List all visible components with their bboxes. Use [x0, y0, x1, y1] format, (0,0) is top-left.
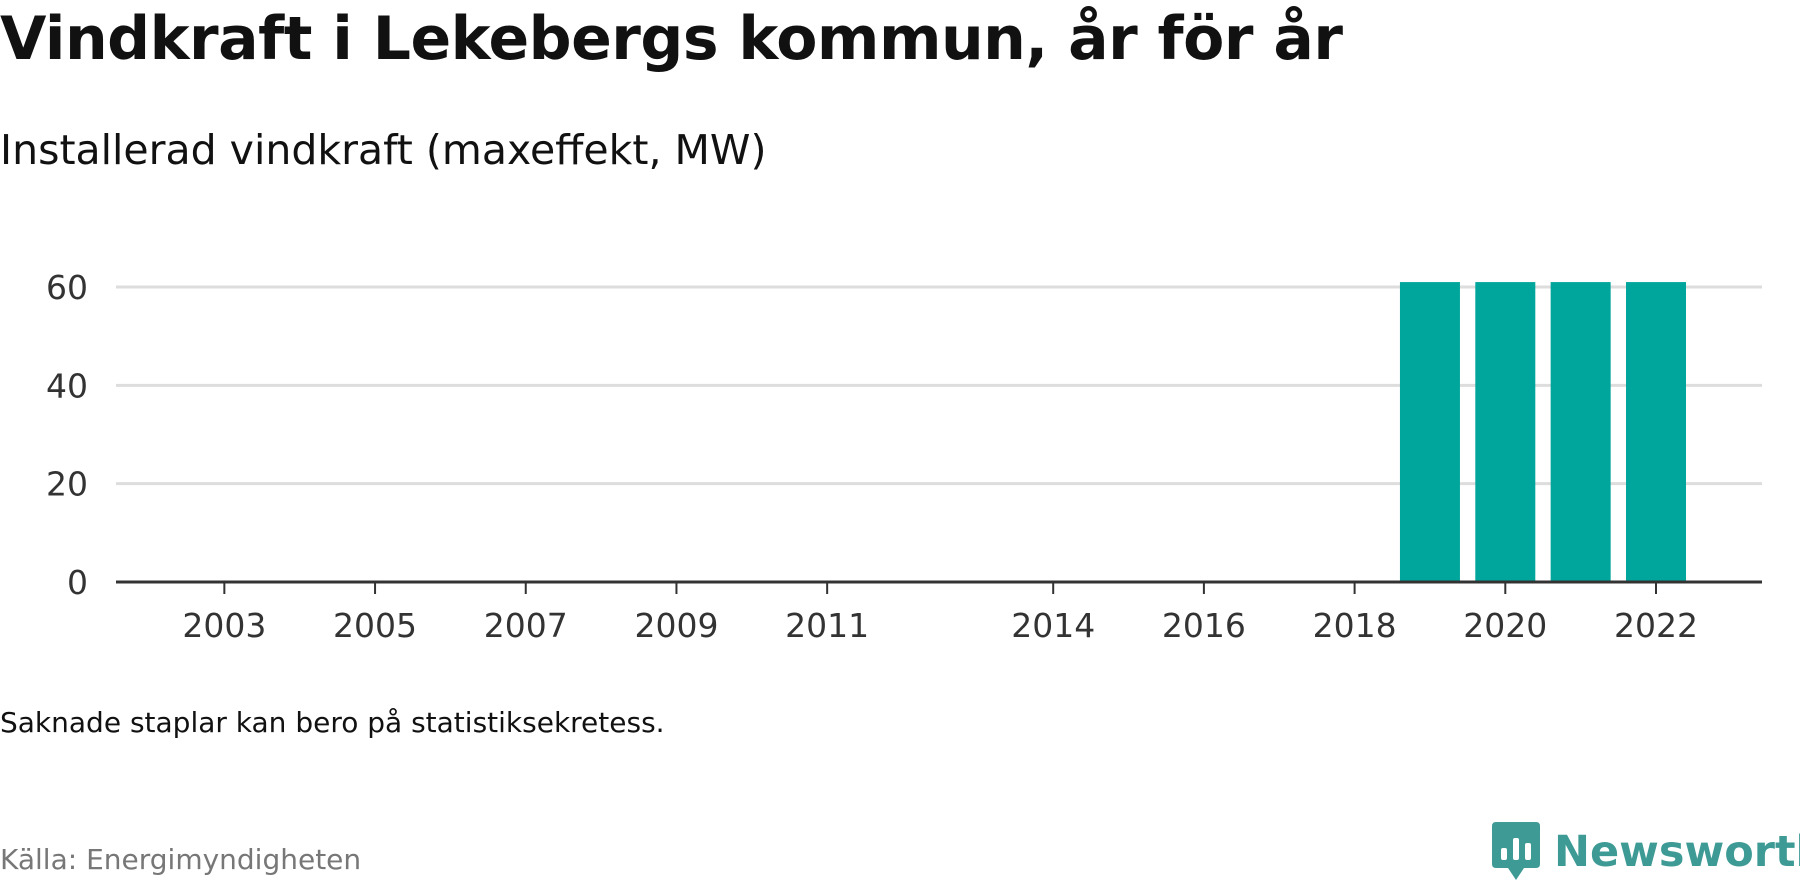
y-tick-label: 20: [46, 465, 88, 504]
x-tick-label: 2011: [785, 606, 869, 645]
x-tick-label: 2007: [484, 606, 568, 645]
y-tick-label: 40: [46, 366, 88, 405]
bar-2022: [1626, 282, 1686, 582]
x-tick-label: 2003: [182, 606, 266, 645]
newsworthy-logo-icon: [1492, 822, 1540, 880]
brand-logo: Newsworthy: [1492, 822, 1800, 882]
chart-title: Vindkraft i Lekebergs kommun, år för år: [0, 4, 1343, 74]
x-tick-label: 2009: [634, 606, 718, 645]
bar-2021: [1550, 282, 1611, 582]
x-tick-label: 2016: [1162, 606, 1246, 645]
x-tick-label: 2020: [1463, 606, 1547, 645]
brand-name: Newsworthy: [1554, 827, 1800, 877]
bar-2019: [1399, 282, 1460, 582]
x-tick-label: 2014: [1011, 606, 1095, 645]
footnote: Saknade staplar kan bero på statistiksek…: [0, 706, 665, 739]
chart-subtitle: Installerad vindkraft (maxeffekt, MW): [0, 126, 767, 174]
x-tick-label: 2018: [1313, 606, 1397, 645]
x-tick-label: 2005: [333, 606, 417, 645]
y-tick-label: 0: [67, 563, 88, 602]
x-tick-label: 2022: [1614, 606, 1698, 645]
source-text: Källa: Energimyndigheten: [0, 843, 362, 876]
y-tick-label: 60: [46, 268, 88, 307]
bar-2020: [1475, 282, 1536, 582]
bar-chart: 0 20 40 60 2003 2005 2007 2009 2011 2014 2016 2018 2…: [46, 268, 1762, 645]
